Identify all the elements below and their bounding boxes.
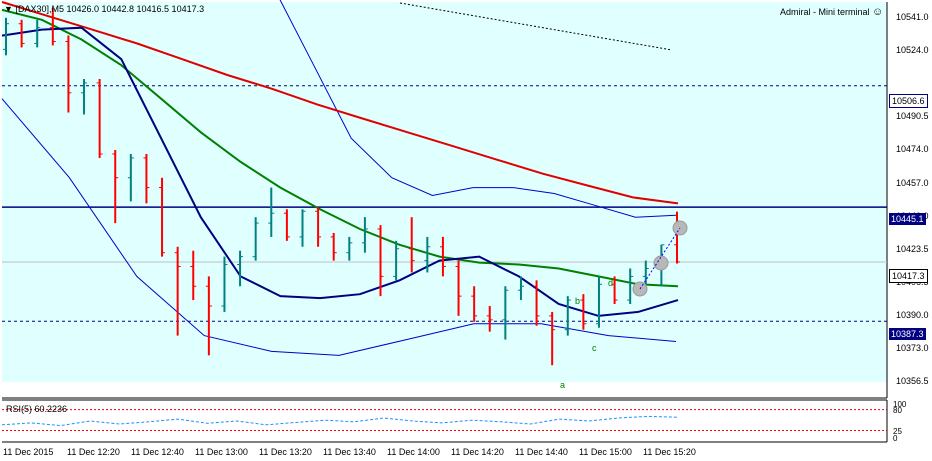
price-tick: 10490.5: [896, 111, 929, 122]
time-tick: 11 Dec 2015: [3, 447, 54, 457]
chart-plot-area: [2, 2, 887, 382]
collapse-triangle-icon[interactable]: ▼: [4, 4, 13, 14]
level-upper-tag: 10506.6: [889, 94, 928, 108]
indicator-name: Admiral - Mini terminal: [780, 7, 870, 17]
price-tick: 10373.0: [896, 343, 929, 354]
time-tick: 11 Dec 13:40: [323, 447, 376, 457]
time-tick: 11 Dec 12:40: [131, 447, 184, 457]
time-tick: 11 Dec 14:40: [515, 447, 568, 457]
wave-label-b: b: [575, 296, 581, 306]
rsi-tick-80: 80: [893, 406, 902, 415]
time-tick: 11 Dec 13:20: [259, 447, 312, 457]
price-tick: 10423.5: [896, 243, 929, 254]
symbol-ohlc-text: [DAX30],M5 10426.0 10442.8 10416.5 10417…: [15, 4, 205, 14]
wave-label-d: d: [608, 278, 614, 288]
trade-connector: [639, 227, 681, 290]
level-mid-tag: 10445.1: [889, 213, 926, 225]
price-tick: 10474.0: [896, 144, 929, 155]
rsi-tick-25: 25: [893, 427, 902, 436]
level-lower-tag: 10387.3: [889, 328, 926, 340]
wave-label-a: a: [560, 380, 566, 390]
trade-marker-2[interactable]: [653, 255, 669, 271]
time-tick: 11 Dec 14:20: [451, 447, 504, 457]
time-tick: 11 Dec 15:20: [643, 447, 696, 457]
time-tick: 11 Dec 14:00: [387, 447, 440, 457]
rsi-tick-0: 0: [893, 434, 898, 443]
time-tick: 11 Dec 15:00: [579, 447, 632, 457]
rsi-tick-100: 100: [893, 400, 907, 409]
mini-terminal-label: Admiral - Mini terminal ☺: [780, 6, 883, 18]
smiley-icon[interactable]: ☺: [872, 6, 884, 18]
rsi-panel: [2, 401, 887, 441]
current-price-tag: 10417.3: [889, 269, 928, 283]
ma-navy-line: [1, 26, 679, 317]
ma-red-line: [1, 1, 679, 205]
time-tick: 11 Dec 12:20: [67, 447, 120, 457]
price-tick: 10457.0: [896, 177, 929, 188]
band-lower-line: [1, 98, 677, 356]
price-tick: 10356.5: [896, 376, 929, 386]
price-tick: 10541.0: [896, 11, 929, 22]
rsi-line: [1, 415, 678, 427]
wave-label-c: c: [592, 343, 597, 353]
ma-green-line: [1, 8, 679, 288]
time-tick: 11 Dec 13:00: [195, 447, 248, 457]
price-tick: 10390.0: [896, 309, 929, 320]
chart-header: ▼ [DAX30],M5 10426.0 10442.8 10416.5 104…: [4, 4, 204, 14]
rsi-label: RSI(5) 60.2236: [6, 404, 68, 414]
price-tick: 10524.0: [896, 45, 929, 56]
